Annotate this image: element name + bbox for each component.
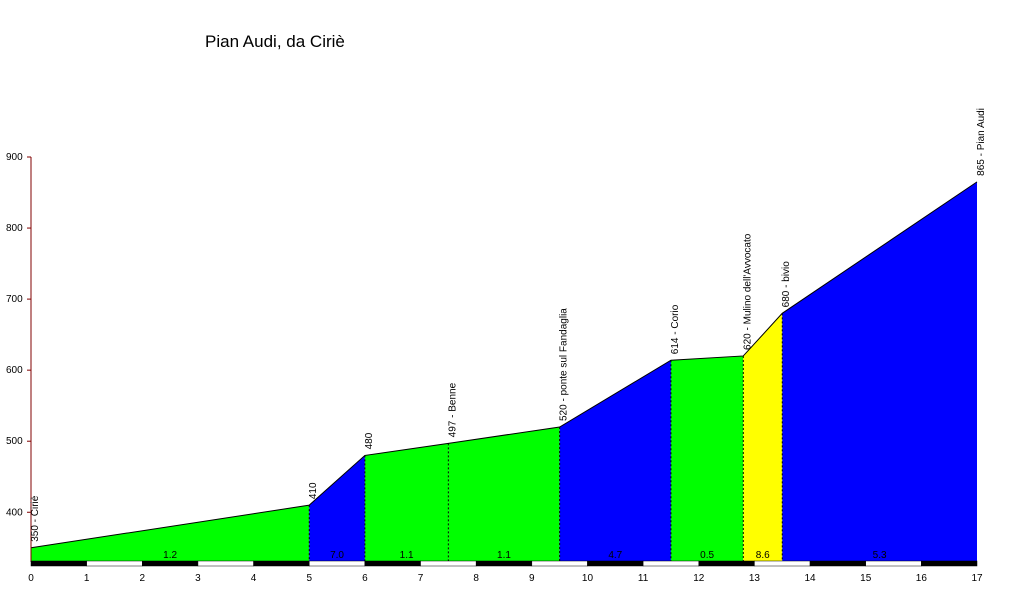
segment-fill-7 [743,313,783,562]
gradient-label: 1.2 [163,550,177,561]
km-scale-block [253,560,310,567]
km-scale-block [698,560,755,567]
km-scale-block [86,560,143,567]
x-tick-label: 0 [28,573,34,584]
x-tick-label: 14 [804,573,816,584]
km-scale-block [642,560,700,567]
x-tick-label: 2 [140,573,146,584]
x-tick-label: 3 [195,573,201,584]
segment-fill-4 [448,427,560,562]
km-scale-block [865,560,922,567]
km-scale-block [754,560,811,567]
km-scale-block [364,560,421,567]
x-tick-label: 4 [251,573,257,584]
gradient-label: 7.0 [330,550,344,561]
segment-fill-5 [559,360,671,562]
km-scale-block [420,560,477,567]
gradient-label: 1.1 [497,550,511,561]
segment-fill-8 [782,181,977,563]
waypoint-label: 410 [308,482,319,499]
x-tick-label: 11 [638,573,649,584]
segment-fills [31,181,977,563]
x-tick-label: 7 [418,573,424,584]
chart-labels: 1.2 7.0 1.1 1.1 4.7 0.5 8.6 5.3 350 - Ciriè 410 48… [30,108,987,561]
gradient-label: 1.1 [400,550,414,561]
x-tick-label: 15 [860,573,872,584]
km-scale-block [197,560,254,567]
segment-fill-2 [309,455,365,562]
y-axis: 400 500 600 700 800 900 [6,152,32,562]
x-tick-label: 6 [362,573,368,584]
y-tick-label: 500 [6,436,23,447]
km-scale-block [587,560,644,567]
waypoint-label: 620 - Mulino dell'Avvocato [742,233,753,350]
km-scale-block [809,560,866,567]
profile-lines [30,181,978,562]
chart-title: Pian Audi, da Ciriè [205,32,345,51]
km-scale-block [30,560,87,567]
km-scale-block [921,560,978,567]
km-scale-block [475,560,533,567]
x-tick-label: 13 [749,573,761,584]
x-tick-label: 12 [693,573,705,584]
gradient-label: 4.7 [608,550,622,561]
y-tick-label: 400 [6,507,23,518]
y-tick-label: 600 [6,365,23,376]
x-tick-label: 17 [971,573,983,584]
waypoint-label: 520 - ponte sul Fandaglia [559,308,570,421]
x-tick-label: 1 [84,573,90,584]
gradient-label: 5.3 [873,550,887,561]
waypoint-label: 350 - Ciriè [30,495,41,542]
waypoint-label: 614 - Corio [670,304,681,354]
x-tick-label: 16 [916,573,928,584]
segment-fill-6 [670,355,744,562]
segment-fill-1 [31,505,310,562]
x-tick-label: 5 [306,573,312,584]
y-tick-label: 900 [6,152,23,163]
km-scale-block [531,560,588,567]
gradient-label: 8.6 [756,550,770,561]
waypoint-label: 680 - bivio [781,261,792,308]
gradient-label: 0.5 [700,550,714,561]
km-scale-bar: 0 1 2 3 4 5 6 7 8 9 10 11 12 13 14 15 16 17 [28,560,983,584]
waypoint-label: 480 [364,432,375,449]
x-tick-label: 8 [473,573,479,584]
km-scale-block [308,560,366,567]
x-tick-label: 9 [529,573,535,584]
segment-fill-3 [364,443,449,562]
y-tick-label: 700 [6,294,23,305]
x-tick-label: 10 [582,573,594,584]
waypoint-label: 865 - Pian Audi [976,108,987,176]
waypoint-label: 497 - Benne [447,382,458,437]
km-scale-block [142,560,199,567]
y-tick-label: 800 [6,223,23,234]
